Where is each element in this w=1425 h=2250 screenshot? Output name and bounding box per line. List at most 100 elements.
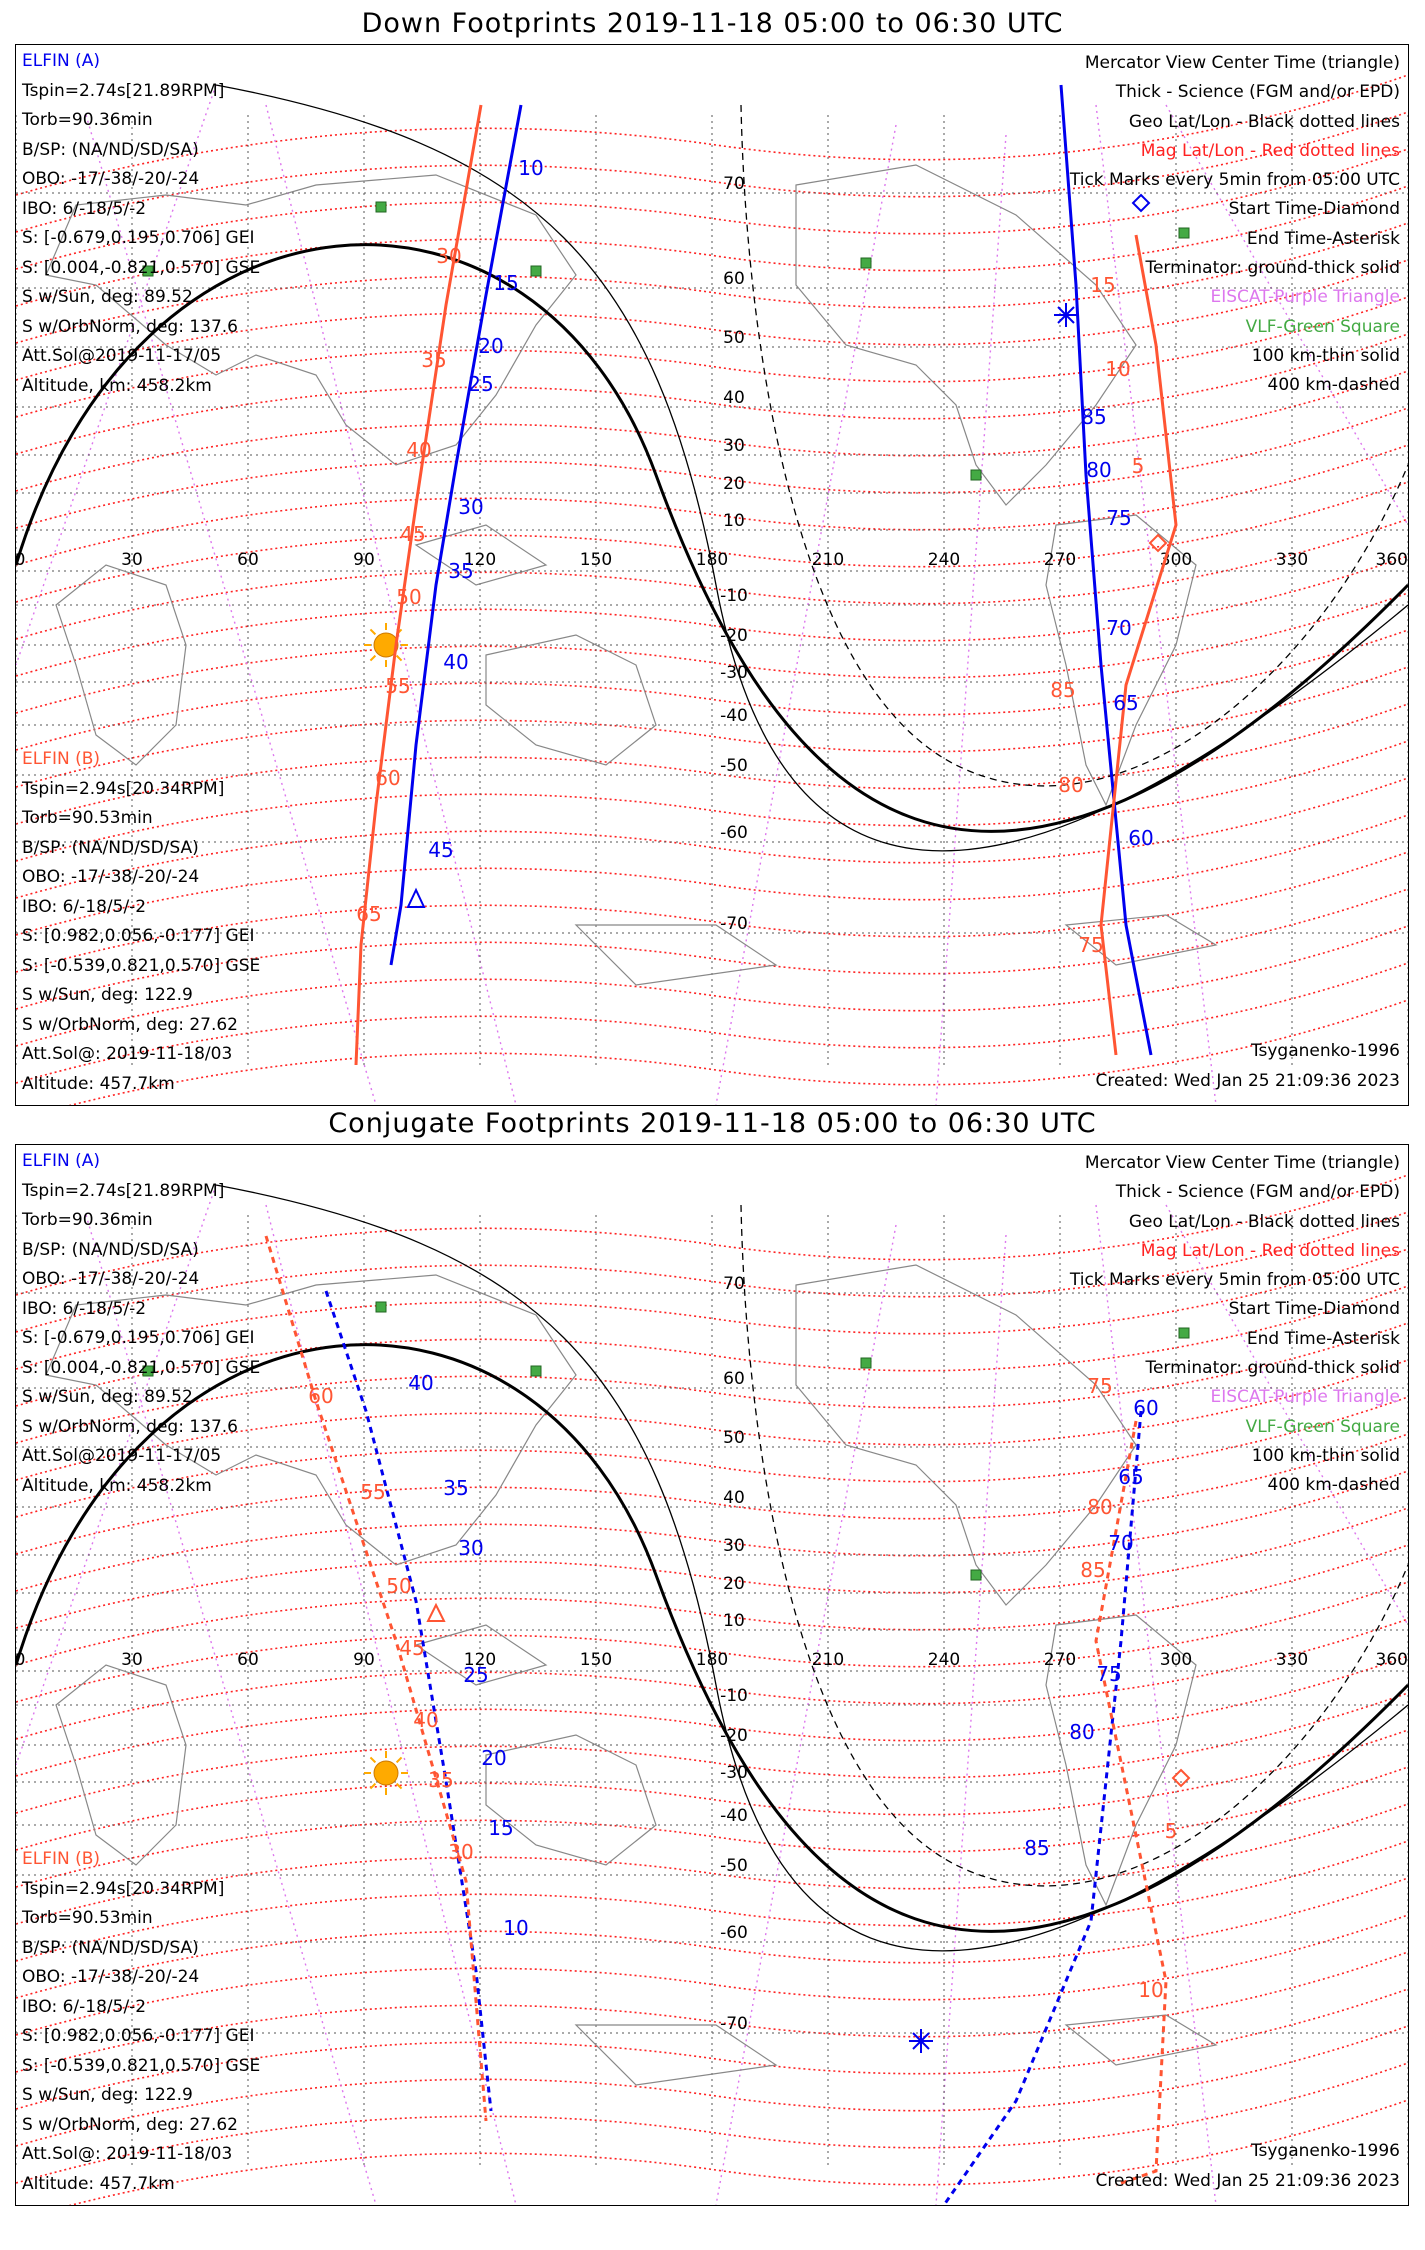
elfin-a-line: Att.Sol@2019-11-17/05: [22, 346, 222, 366]
elfin-b-line: Altitude: 457.7km: [22, 2173, 175, 2194]
lon-tick-label: 0: [16, 550, 25, 570]
elfin-a-line: IBO: 6/-18/5/-2: [22, 198, 147, 219]
mag-lat-line: [16, 740, 1408, 862]
legend-item: Geo Lat/Lon - Black dotted lines: [1128, 111, 1400, 132]
elfin-b-line: S: [0.982,0.056,-0.177] GEI: [22, 2026, 255, 2046]
lon-tick-label: 180: [696, 550, 728, 570]
mag-lat-line: [16, 1433, 1408, 1555]
mag-lat-line: [16, 777, 1408, 899]
legend-item: Thick - Science (FGM and/or EPD): [1115, 1182, 1400, 1203]
mag-lat-line: [16, 851, 1408, 973]
elfin-a-line: Tspin=2.74s[21.89RPM]: [22, 1180, 225, 1201]
mag-lat-line: [16, 814, 1408, 936]
down-footprints-map: 0306090120150180210240270300330360706050…: [15, 44, 1409, 1106]
elfin-b-tick-label: 65: [356, 902, 381, 926]
elfin-a-line: S w/Sun, deg: 89.52: [22, 1387, 193, 1407]
elfin-a-line: S: [0.004,-0.821,0.570] GSE: [22, 1357, 261, 1378]
mag-lat-line: [16, 222, 1408, 344]
model-label: Tsyganenko-1996: [1250, 2141, 1400, 2161]
coastline: [574, 2024, 778, 2086]
lat-tick-label: -40: [720, 706, 748, 726]
elfin-b-line: Att.Sol@: 2019-11-18/03: [22, 1044, 233, 1064]
map-canvas: 0306090120150180210240270300330360706050…: [16, 74, 1408, 1105]
lat-tick-label: 40: [723, 388, 745, 408]
mag-lat-line: [16, 111, 1408, 233]
mag-lon-line: [85, 114, 377, 1105]
mag-lon-line: [935, 1234, 1007, 2205]
coastline: [45, 1274, 577, 1566]
elfin-a-tick-label: 85: [1024, 1836, 1049, 1860]
elfin-b-line: Altitude: 457.7km: [22, 1073, 175, 1094]
lat-tick-label: -30: [720, 663, 748, 683]
lon-tick-label: 150: [580, 1650, 612, 1670]
elfin-b-line: Tspin=2.94s[20.34RPM]: [22, 778, 225, 799]
lat-tick-label: 50: [723, 1428, 745, 1448]
elfin-b-label: ELFIN (B): [22, 749, 101, 769]
elfin-a-line: OBO: -17/-38/-20/-24: [22, 169, 200, 189]
elfin-a-line: Torb=90.36min: [22, 110, 153, 130]
legend: Mercator View Center Time (triangle) Thi…: [1070, 1149, 1400, 1501]
elfin-a-track: [942, 1410, 1143, 2205]
elfin-a-line: OBO: -17/-38/-20/-24: [22, 1269, 200, 1289]
created-label: Created: Wed Jan 25 21:09:36 2023: [1095, 2171, 1400, 2191]
elfin-b-tick-label: 55: [385, 674, 410, 698]
elfin-b-center-triangle: [426, 1602, 446, 1622]
mag-lat-line: [16, 1655, 1408, 1777]
lat-tick-label: -30: [720, 1763, 748, 1783]
lon-tick-label: 360: [1376, 550, 1408, 570]
legend-item: VLF-Green Square: [1245, 1416, 1400, 1437]
elfin-a-line: S w/Sun, deg: 89.52: [22, 287, 193, 307]
mag-lat-line: [16, 296, 1408, 418]
terminator-400km-line: [740, 1204, 1408, 1887]
coastline: [1045, 1614, 1197, 1907]
elfin-b-info: ELFIN (B) Tspin=2.94s[20.34RPM] Torb=90.…: [22, 745, 260, 1099]
elfin-b-tick-label: 75: [1087, 1374, 1112, 1398]
mag-lat-line: [16, 1544, 1408, 1666]
lat-tick-label: 30: [723, 436, 745, 456]
elfin-b-tick-label: 85: [1050, 678, 1075, 702]
elfin-b-track: [264, 1235, 488, 2122]
lat-tick-label: -10: [720, 586, 748, 606]
elfin-a-tick-label: 65: [1113, 691, 1138, 715]
elfin-b-line: IBO: 6/-18/5/-2: [22, 1996, 147, 2017]
lat-tick-label: 40: [723, 1488, 745, 1508]
lat-tick-label: 20: [723, 474, 745, 494]
legend-item: Tick Marks every 5min from 05:00 UTC: [1069, 1270, 1400, 1291]
mag-lon-line: [265, 104, 517, 1105]
lon-tick-label: 360: [1376, 1650, 1408, 1670]
mag-lat-line: [16, 1692, 1408, 1814]
elfin-b-line: B/SP: (NA/ND/SD/SA): [22, 837, 199, 858]
lat-tick-label: -20: [720, 1726, 748, 1746]
elfin-a-line: Altitude, km: 458.2km: [22, 375, 212, 396]
mag-lat-line: [16, 1174, 1408, 1296]
mag-lat-line: [68, 999, 1408, 1105]
lon-tick-label: 210: [812, 550, 844, 570]
lat-tick-label: 20: [723, 1574, 745, 1594]
elfin-b-tick-label: 45: [399, 1636, 424, 1660]
legend: Mercator View Center Time (triangle) Thi…: [1070, 49, 1400, 401]
legend-item: VLF-Green Square: [1245, 316, 1400, 337]
elfin-b-tick-label: 75: [1078, 933, 1103, 957]
elfin-a-tick-label: 30: [458, 495, 483, 519]
mag-lat-line: [68, 2099, 1408, 2205]
elfin-b-label: ELFIN (B): [22, 1849, 101, 1869]
mag-lat-line: [16, 1877, 1408, 1999]
elfin-a-label: ELFIN (A): [22, 1151, 101, 1171]
elfin-b-tick-label: 80: [1087, 1495, 1112, 1519]
lat-tick-label: 30: [723, 1536, 745, 1556]
vlf-station-square: [860, 1357, 872, 1369]
elfin-a-tick-label: 20: [481, 1746, 506, 1770]
mag-lat-line: [16, 1766, 1408, 1888]
mag-lat-line: [16, 555, 1408, 677]
vlf-station-square: [142, 265, 154, 277]
legend-item: EISCAT-Purple Triangle: [1210, 287, 1400, 308]
elfin-b-line: Torb=90.53min: [22, 808, 153, 828]
created-label: Created: Wed Jan 25 21:09:36 2023: [1095, 1071, 1400, 1091]
sun-ray: [395, 654, 403, 662]
mag-lat-line: [16, 2025, 1408, 2147]
elfin-a-line: Altitude, km: 458.2km: [22, 1475, 212, 1496]
elfin-b-tick-label: 40: [413, 1708, 438, 1732]
elfin-a-info: ELFIN (A) Tspin=2.74s[21.89RPM] Torb=90.…: [22, 47, 260, 401]
coastline: [485, 1734, 657, 1866]
elfin-b-tick-label: 85: [1080, 1558, 1105, 1582]
